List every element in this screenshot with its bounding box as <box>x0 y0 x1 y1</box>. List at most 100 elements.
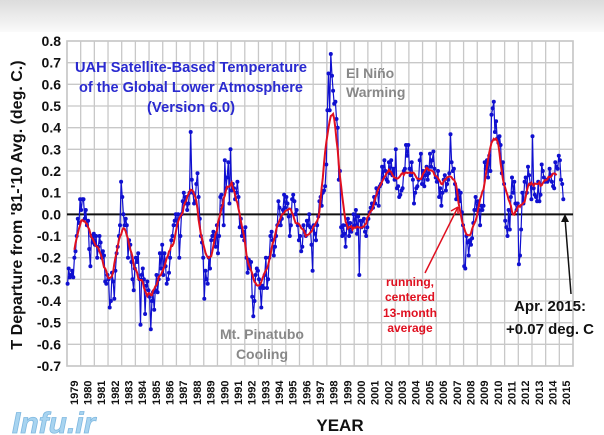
monthly-point <box>552 186 557 191</box>
monthly-point <box>505 234 510 238</box>
monthly-point <box>507 227 512 232</box>
monthly-point <box>152 307 157 312</box>
x-tick-label: 2009 <box>479 381 491 405</box>
chart-title: UAH Satellite-Based Temperature of the G… <box>75 59 307 116</box>
monthly-point <box>443 188 448 193</box>
monthly-point <box>343 244 348 249</box>
monthly-point <box>323 184 328 189</box>
monthly-point <box>434 179 439 184</box>
monthly-point <box>237 225 242 230</box>
monthly-point <box>259 305 264 310</box>
monthly-point <box>178 234 183 238</box>
monthly-point <box>236 195 241 199</box>
monthly-point <box>539 162 544 167</box>
x-tick-label: 2008 <box>465 381 477 405</box>
monthly-point <box>549 179 554 184</box>
monthly-point <box>352 223 357 228</box>
monthly-point <box>442 173 447 178</box>
monthly-point <box>123 216 128 221</box>
y-tick-label: 0.4 <box>42 120 62 136</box>
monthly-point <box>143 312 148 316</box>
monthly-point <box>172 218 177 223</box>
monthly-point <box>518 253 522 258</box>
monthly-point <box>133 255 138 260</box>
x-tick-label: 1984 <box>137 380 149 405</box>
monthly-point <box>506 208 511 212</box>
monthly-point <box>504 225 509 230</box>
monthly-point <box>195 171 200 176</box>
monthly-point <box>194 182 199 186</box>
x-tick-label: 1988 <box>192 381 204 405</box>
monthly-point <box>252 299 257 303</box>
monthly-point <box>470 236 475 241</box>
monthly-point <box>347 234 352 238</box>
monthly-point <box>301 223 306 228</box>
x-tick-label: 1992 <box>247 381 259 405</box>
monthly-point <box>391 166 396 171</box>
monthly-point <box>382 158 387 163</box>
y-tick-label: -0.1 <box>37 228 61 244</box>
monthly-point <box>363 229 367 234</box>
monthly-point <box>448 132 453 137</box>
x-axis-label: YEAR <box>316 416 363 435</box>
monthly-point <box>209 238 214 243</box>
monthly-point <box>154 273 159 277</box>
monthly-point <box>530 134 535 139</box>
monthly-point <box>131 288 136 293</box>
monthly-point <box>263 255 268 260</box>
monthly-point <box>412 201 416 206</box>
monthly-point <box>121 212 126 217</box>
x-tick-label: 2012 <box>520 381 532 405</box>
monthly-point <box>245 270 250 275</box>
x-tick-label: 1997 <box>315 381 327 405</box>
monthly-point <box>410 177 415 182</box>
monthly-point <box>107 305 112 310</box>
monthly-point <box>73 249 78 254</box>
monthly-point <box>516 262 521 267</box>
monthly-point <box>481 203 486 208</box>
monthly-point <box>534 195 538 199</box>
x-tick-label: 2015 <box>561 381 573 405</box>
monthly-point <box>294 208 299 212</box>
monthly-point <box>498 143 503 147</box>
monthly-point <box>559 177 563 182</box>
monthly-point <box>155 290 160 295</box>
monthly-point <box>292 199 297 204</box>
monthly-point <box>494 119 499 124</box>
monthly-point <box>438 186 443 191</box>
monthly-point <box>561 197 566 202</box>
y-tick-label: -0.2 <box>37 250 61 266</box>
monthly-point <box>104 281 109 286</box>
y-tick-label: 0.3 <box>42 141 62 157</box>
monthly-point <box>529 197 534 202</box>
monthly-point <box>235 179 240 184</box>
monthly-point <box>398 192 403 197</box>
monthly-point <box>418 151 423 156</box>
monthly-point <box>523 175 528 180</box>
monthly-point <box>512 179 517 184</box>
monthly-point <box>287 234 292 238</box>
monthly-point <box>176 212 181 217</box>
x-tick-label: 2004 <box>411 380 423 405</box>
monthly-point <box>273 244 277 249</box>
x-tick-label: 1990 <box>219 381 231 405</box>
monthly-point <box>177 255 182 260</box>
monthly-point <box>436 169 440 173</box>
monthly-point <box>100 249 105 254</box>
monthly-point <box>432 166 437 171</box>
x-tick-label: 2002 <box>383 381 395 405</box>
monthly-point <box>393 147 398 152</box>
monthly-point <box>405 153 410 158</box>
monthly-point <box>458 190 463 195</box>
monthly-point <box>396 184 401 189</box>
pinatubo-label-1: Mt. Pinatubo <box>220 326 304 342</box>
monthly-point <box>527 173 532 178</box>
monthly-series-line <box>67 53 564 330</box>
y-tick-labels: 0.8 0.7 0.6 0.5 0.4 0.3 0.2 0.1 0.0 -0.1 -0.2 -0.3 -… <box>37 33 61 374</box>
monthly-point <box>440 190 445 195</box>
title-line-3: (Version 6.0) <box>147 99 235 116</box>
monthly-point <box>353 208 358 212</box>
running-label-4: average <box>387 321 433 335</box>
x-tick-label: 2010 <box>493 381 505 405</box>
monthly-point <box>445 182 450 186</box>
